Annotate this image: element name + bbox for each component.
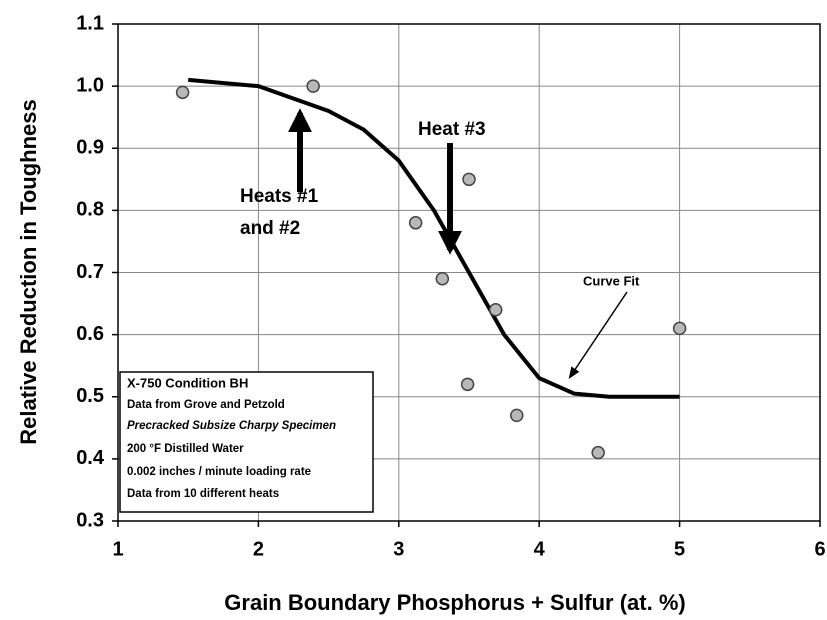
info-line: Data from Grove and Petzold [127, 399, 285, 411]
y-tick-label: 0.3 [76, 509, 104, 531]
y-tick-label: 0.5 [76, 385, 104, 407]
arrow [568, 291, 628, 379]
y-tick-label: 0.9 [76, 137, 104, 159]
x-tick-label: 6 [814, 538, 825, 560]
info-line: 0.002 inches / minute loading rate [127, 466, 311, 478]
info-line: Precracked Subsize Charpy Specimen [127, 420, 336, 432]
data-point [509, 408, 524, 423]
y-tick-label: 0.6 [76, 323, 104, 345]
data-point [306, 79, 320, 93]
y-axis-title: Relative Reduction in Toughness [16, 99, 41, 445]
y-tick-label: 0.4 [76, 447, 105, 469]
data-point [462, 172, 476, 187]
y-tick-label: 0.7 [76, 261, 104, 283]
x-axis-title: Grain Boundary Phosphorus + Sulfur (at. … [224, 590, 685, 615]
annotation: Heats #1 [240, 186, 319, 207]
data-point [460, 377, 475, 392]
annotation: and #2 [240, 218, 300, 239]
annotation: Curve Fit [583, 273, 640, 288]
data-point [488, 303, 503, 317]
x-tick-label: 1 [112, 538, 123, 560]
info-box [119, 371, 374, 513]
info-line: 200 °F Distilled Water [127, 443, 244, 455]
x-tick-label: 5 [674, 538, 685, 560]
x-tick-label: 2 [253, 538, 264, 560]
y-tick-label: 1.1 [76, 12, 104, 34]
annotation: Heat #3 [418, 119, 486, 140]
data-point [672, 321, 687, 336]
data-point [591, 445, 605, 460]
plot-frame [117, 23, 821, 522]
data-point [408, 216, 423, 230]
y-tick-label: 1.0 [76, 74, 104, 96]
y-tick-label: 0.8 [76, 199, 104, 221]
info-line: Data from 10 different heats [127, 488, 279, 500]
x-tick-label: 4 [534, 538, 546, 560]
x-tick-label: 3 [393, 538, 404, 560]
data-point [175, 85, 190, 100]
data-point [435, 271, 450, 286]
info-line: X-750 Condition BH [127, 375, 248, 390]
